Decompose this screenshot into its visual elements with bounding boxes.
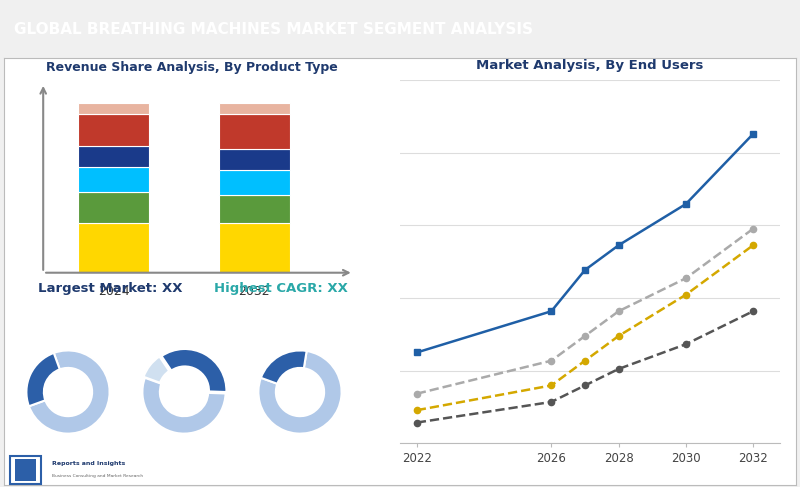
Text: 2024: 2024 (98, 284, 130, 298)
Bar (219, 195, 290, 224)
Wedge shape (258, 351, 342, 433)
Bar (219, 149, 290, 170)
Bar (78, 224, 149, 273)
Bar (219, 103, 290, 114)
FancyBboxPatch shape (15, 459, 36, 481)
Text: Largest Market: XX: Largest Market: XX (38, 281, 182, 295)
Title: Revenue Share Analysis, By Product Type: Revenue Share Analysis, By Product Type (46, 61, 338, 74)
FancyBboxPatch shape (10, 456, 42, 484)
Bar (78, 167, 149, 191)
Bar (78, 146, 149, 167)
Text: Reports and Insights: Reports and Insights (52, 461, 126, 467)
Bar (78, 103, 149, 114)
Text: GLOBAL BREATHING MACHINES MARKET SEGMENT ANALYSIS: GLOBAL BREATHING MACHINES MARKET SEGMENT… (14, 21, 534, 37)
Bar (78, 114, 149, 146)
Wedge shape (29, 351, 110, 433)
Bar (219, 114, 290, 149)
Wedge shape (261, 351, 306, 384)
Title: Market Analysis, By End Users: Market Analysis, By End Users (476, 59, 704, 72)
Text: 2032: 2032 (238, 284, 270, 298)
Wedge shape (26, 353, 60, 406)
Text: Highest CAGR: XX: Highest CAGR: XX (214, 281, 348, 295)
Wedge shape (162, 349, 226, 392)
Wedge shape (142, 378, 226, 433)
Text: Business Consulting and Market Research: Business Consulting and Market Research (52, 474, 143, 478)
Bar (219, 224, 290, 273)
Bar (219, 170, 290, 195)
Bar (78, 191, 149, 224)
Wedge shape (143, 356, 169, 383)
